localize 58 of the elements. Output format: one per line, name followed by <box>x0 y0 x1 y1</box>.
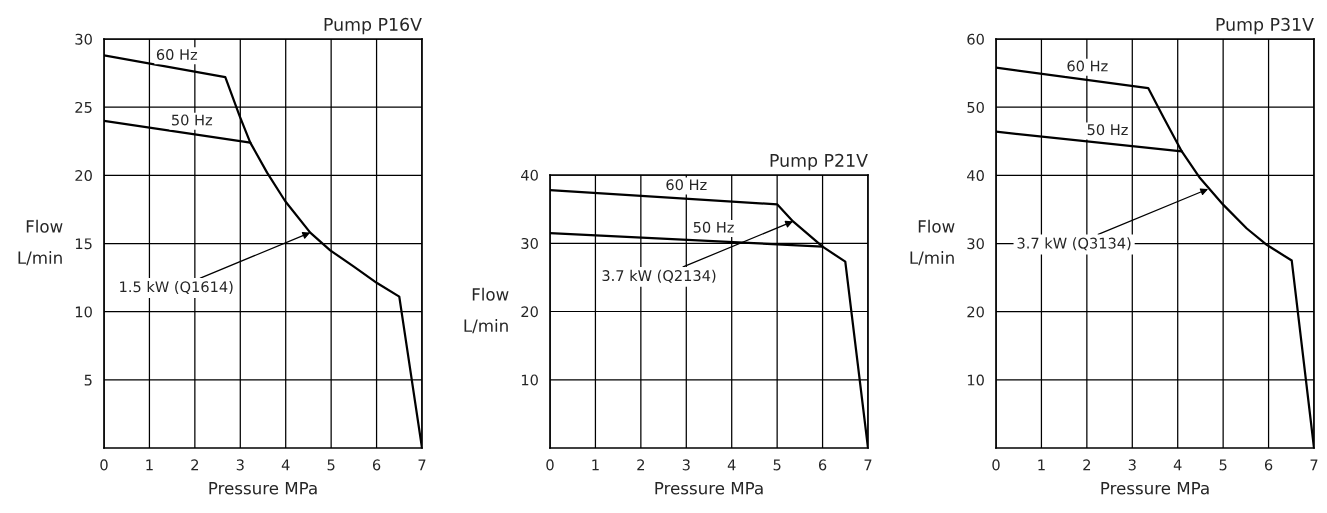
annotation: 3.7 kW (Q2134) <box>602 269 716 283</box>
chart-title: Pump P16V <box>324 17 422 35</box>
y-tick-label: 15 <box>75 238 92 250</box>
series-label: 60 Hz <box>156 49 198 61</box>
y-tick-label: 20 <box>521 306 538 318</box>
x-axis-title: Pressure MPa <box>209 482 317 495</box>
x-tick-label: 6 <box>818 459 827 471</box>
chart-title: Pump P21V <box>770 153 868 171</box>
y-axis-title: Flow L/min <box>910 219 955 266</box>
x-tick-label: 2 <box>191 459 199 471</box>
y-tick-label: 10 <box>521 374 538 386</box>
chart-title: Pump P31V <box>1216 17 1314 35</box>
y-tick-label: 5 <box>84 374 92 386</box>
x-tick-label: 4 <box>281 459 290 471</box>
x-tick-label: 0 <box>992 459 1000 471</box>
x-tick-label: 7 <box>418 459 426 471</box>
x-tick-label: 7 <box>864 459 872 471</box>
y-tick-label: 60 <box>967 33 984 45</box>
annotation: 3.7 kW (Q3134) <box>1017 237 1131 251</box>
x-tick-label: 3 <box>1128 459 1136 471</box>
x-tick-label: 2 <box>1083 459 1091 471</box>
series-label: 60 Hz <box>1067 60 1108 72</box>
x-axis-title: Pressure MPa <box>1101 482 1209 495</box>
x-tick-label: 6 <box>1264 459 1273 471</box>
x-tick-label: 4 <box>727 459 736 471</box>
x-tick-label: 1 <box>1038 459 1045 471</box>
series-label: 60 Hz <box>666 179 707 191</box>
x-tick-label: 1 <box>146 459 153 471</box>
x-tick-label: 7 <box>1310 459 1318 471</box>
y-axis-title: Flow L/min <box>464 287 509 334</box>
series-label: 50 Hz <box>693 221 734 233</box>
x-tick-label: 5 <box>1219 459 1227 471</box>
x-tick-label: 5 <box>773 459 781 471</box>
series-label: 50 Hz <box>171 114 213 126</box>
y-tick-label: 30 <box>521 237 538 249</box>
y-tick-label: 20 <box>967 306 984 318</box>
y-tick-label: 40 <box>967 170 984 182</box>
y-tick-label: 40 <box>521 169 538 181</box>
y-tick-label: 30 <box>967 238 984 250</box>
annotation: 1.5 kW (Q1614) <box>120 280 233 294</box>
y-tick-label: 20 <box>75 170 92 182</box>
series-label: 50 Hz <box>1087 124 1128 136</box>
y-tick-label: 10 <box>967 374 984 386</box>
x-tick-label: 0 <box>100 459 108 471</box>
x-tick-label: 3 <box>236 459 244 471</box>
y-tick-label: 30 <box>75 33 92 45</box>
x-tick-label: 3 <box>682 459 690 471</box>
x-tick-label: 1 <box>592 459 599 471</box>
x-tick-label: 4 <box>1173 459 1182 471</box>
x-axis-title: Pressure MPa <box>655 482 763 495</box>
x-tick-label: 6 <box>372 459 381 471</box>
y-tick-label: 25 <box>75 101 92 113</box>
y-tick-label: 10 <box>75 306 92 318</box>
x-tick-label: 5 <box>327 459 335 471</box>
y-axis-title: Flow L/min <box>18 219 63 266</box>
x-tick-label: 0 <box>546 459 554 471</box>
y-tick-label: 50 <box>967 101 984 113</box>
x-tick-label: 2 <box>637 459 645 471</box>
